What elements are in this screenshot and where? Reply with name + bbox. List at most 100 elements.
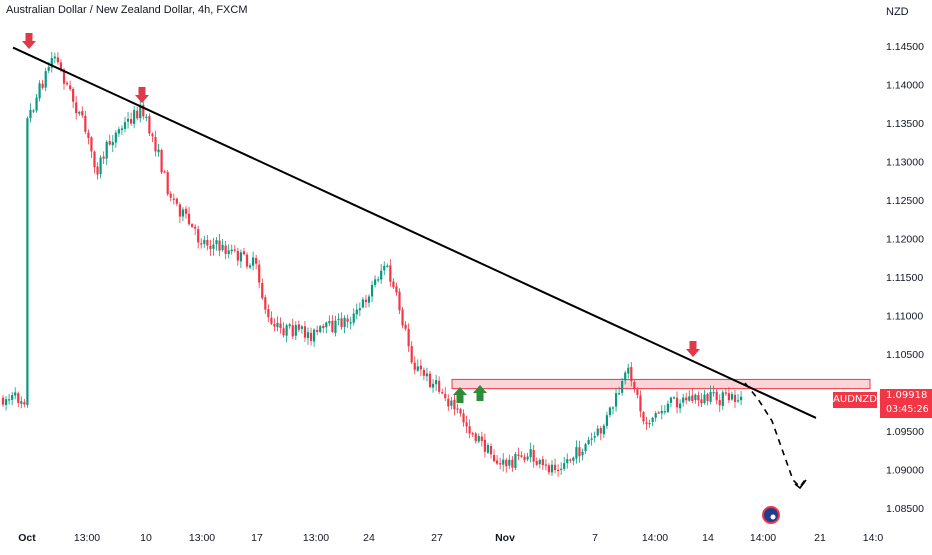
candle-body (587, 439, 590, 444)
candle-body (584, 444, 587, 452)
candle-body (364, 299, 368, 303)
candle-body (273, 324, 276, 327)
candle-body (248, 265, 252, 268)
candle-body (736, 400, 740, 402)
candle-body (499, 463, 502, 465)
candle-body (416, 366, 419, 371)
candle-body (331, 320, 334, 332)
candle-body (184, 208, 188, 214)
candle-body (468, 426, 471, 434)
down-arrow-icon (135, 87, 149, 103)
bar-countdown: 03:45:26 (886, 404, 929, 415)
candle-body (370, 284, 374, 297)
candle-body (285, 325, 288, 336)
candle-body (459, 409, 462, 414)
candle-body (47, 66, 50, 71)
y-tick-label: 1.14000 (886, 80, 924, 92)
candle-body (69, 85, 72, 90)
candle-body (523, 456, 526, 461)
x-tick-label: 13:00 (303, 532, 329, 544)
candle-body (227, 250, 230, 254)
candle-body (209, 245, 212, 249)
candle-body (303, 326, 307, 338)
candle-body (575, 447, 578, 459)
candle-body (572, 457, 575, 461)
candle-body (81, 111, 84, 116)
candle-body (261, 282, 264, 299)
candle-body (62, 69, 66, 84)
candle-body (389, 265, 392, 282)
candle-body (712, 392, 715, 394)
candle-body (553, 464, 557, 471)
candle-body (300, 326, 303, 329)
y-tick-label: 1.11500 (886, 272, 923, 284)
x-tick-label: 13:00 (74, 532, 100, 544)
candle-body (242, 251, 246, 255)
candle-body (151, 133, 154, 137)
x-tick-label: 14:0 (863, 532, 884, 544)
candle-body (4, 399, 8, 406)
candle-body (422, 369, 425, 376)
candle-body (605, 415, 608, 427)
candle-body (407, 328, 410, 347)
candle-body (194, 226, 197, 229)
candle-body (450, 400, 453, 406)
candle-body (401, 309, 404, 326)
candle-body (233, 249, 236, 251)
candle-body (486, 444, 490, 453)
candle-body (550, 464, 554, 473)
candle-body (639, 395, 642, 412)
candle-body (337, 318, 340, 320)
candle-body (340, 318, 343, 328)
candle-body (471, 433, 474, 435)
candle-body (502, 459, 505, 465)
candle-body (441, 392, 444, 394)
candle-body (102, 156, 105, 159)
candle-body (398, 291, 401, 311)
candle-body (252, 257, 255, 266)
candle-body (547, 465, 551, 473)
candle-body (654, 413, 657, 418)
candle-body (474, 433, 477, 442)
candle-body (297, 324, 300, 330)
candle-body (557, 469, 560, 472)
candle-body (413, 362, 416, 370)
candle-body (99, 157, 102, 175)
candle-body (117, 129, 120, 134)
candle-body (608, 407, 612, 416)
candle-body (8, 399, 11, 401)
candle-body (59, 62, 63, 69)
candle-body (160, 149, 163, 173)
candle-body (72, 89, 75, 102)
candle-body (566, 459, 569, 464)
candle-body (560, 468, 563, 471)
candle-body (428, 373, 432, 388)
candle-body (139, 104, 142, 119)
candle-body (96, 166, 99, 175)
down-arrow-icon (22, 33, 36, 49)
x-tick-label: 7 (592, 532, 598, 544)
candle-body (590, 438, 593, 440)
candle-body (1, 397, 5, 405)
candle-body (169, 193, 172, 198)
candle-body (175, 198, 178, 204)
up-arrow-icon (473, 385, 487, 401)
candle-body (282, 328, 285, 336)
candle-body (593, 436, 596, 438)
candle-body (130, 119, 133, 124)
candle-body (258, 264, 261, 283)
down-arrow-icon (686, 341, 700, 357)
candle-body (688, 396, 691, 401)
candle-body (425, 373, 429, 377)
candle-body (20, 401, 23, 404)
candle-body (120, 128, 124, 131)
y-tick-label: 1.12500 (886, 195, 924, 207)
candle-body (215, 240, 218, 245)
candle-body (56, 57, 59, 63)
candle-body (578, 447, 581, 457)
candle-body (627, 367, 630, 374)
y-tick-label: 1.10500 (886, 349, 924, 361)
candle-body (419, 365, 422, 370)
